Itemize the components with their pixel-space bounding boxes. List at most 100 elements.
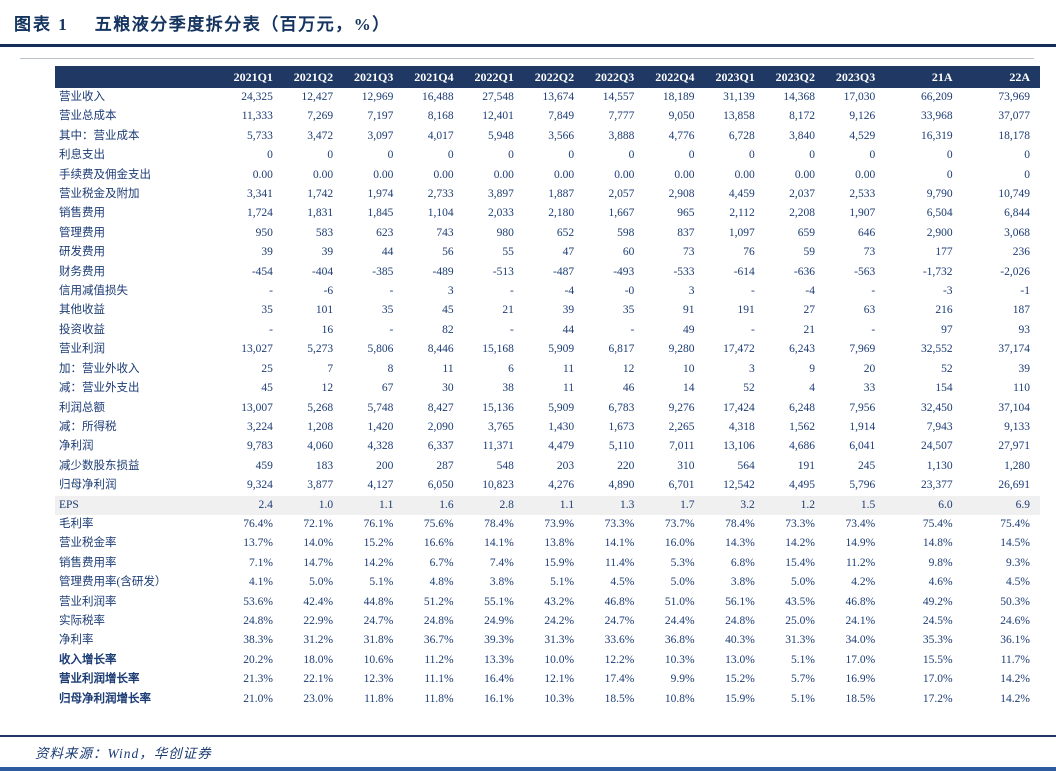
table-cell: - bbox=[269, 285, 273, 298]
table-cell: 39 bbox=[562, 304, 575, 317]
table-cell: 0 bbox=[749, 149, 755, 162]
table-row: 投资收益 - 16 - 82 - 44 - 49 - 21 - 97 93 bbox=[55, 321, 1040, 340]
table-cell: 2,112 bbox=[729, 207, 755, 220]
figure-header: 图表 1 五粮液分季度拆分表（百万元，%） bbox=[0, 0, 1056, 35]
figure-label: 图表 1 bbox=[14, 15, 69, 34]
table-cell: 11 bbox=[563, 382, 575, 395]
table-cell: 24.5% bbox=[922, 614, 953, 627]
table-cell: 12,427 bbox=[301, 91, 334, 103]
row-label: 减：营业外支出 bbox=[59, 382, 140, 395]
table-cell: 13.0% bbox=[725, 653, 755, 666]
table-cell: 0.00 bbox=[794, 168, 816, 181]
table-cell: -533 bbox=[673, 265, 695, 278]
table-cell: 55.1% bbox=[484, 595, 514, 608]
table-cell: 1.1 bbox=[559, 498, 575, 511]
table-cell: 25 bbox=[261, 362, 273, 375]
table-cell: 0 bbox=[946, 149, 953, 162]
table-cell: 6,041 bbox=[849, 440, 876, 453]
table-cell: 3,224 bbox=[247, 420, 273, 433]
table-cell: 39 bbox=[261, 246, 273, 259]
table-cell: 0.00 bbox=[855, 168, 876, 181]
table-cell: 6,337 bbox=[427, 440, 454, 453]
table-cell: 3,097 bbox=[367, 129, 394, 142]
table-cell: 1,914 bbox=[849, 420, 876, 433]
table-cell: 3.8% bbox=[730, 576, 755, 589]
table-cell: 14.5% bbox=[1000, 537, 1030, 550]
table-cell: 66,209 bbox=[920, 91, 953, 103]
column-header: 2023Q2 bbox=[764, 66, 826, 88]
table-cell: 33 bbox=[863, 382, 876, 395]
table-cell: 15.9% bbox=[725, 692, 755, 705]
table-cell: 4,776 bbox=[668, 129, 695, 142]
table-row: 减少数股东损益 459 183 200 287 548 203 220 310 564 191 245… bbox=[55, 457, 1040, 476]
table-cell: -3 bbox=[942, 285, 953, 298]
table-cell: 31.8% bbox=[363, 634, 394, 647]
row-label: 归母净利润 bbox=[59, 479, 117, 492]
table-cell: 5,110 bbox=[608, 440, 635, 453]
table-cell: 1,742 bbox=[307, 188, 334, 201]
table-cell: -1,732 bbox=[922, 265, 953, 278]
table-row: 其中：营业成本 5,733 3,472 3,097 4,017 5,948 3,566 3,8… bbox=[55, 127, 1040, 146]
table-cell: 10.6% bbox=[363, 653, 394, 666]
table-row: 管理费用 950 583 623 743 980 652 598 837 1,097 659 646 2… bbox=[55, 224, 1040, 243]
table-cell: 39 bbox=[1018, 362, 1031, 375]
table-cell: 14.8% bbox=[922, 537, 953, 550]
table-cell: 73 bbox=[683, 246, 695, 259]
table-cell: 5,948 bbox=[487, 129, 514, 142]
table-cell: - bbox=[510, 323, 514, 336]
table-cell: 4,318 bbox=[728, 420, 755, 433]
table-cell: 73.4% bbox=[845, 517, 876, 530]
table-cell: 13.8% bbox=[544, 537, 575, 550]
table-cell: 1.5 bbox=[860, 498, 876, 511]
table-cell: -4 bbox=[805, 285, 816, 298]
table-row: 减：营业外支出 45 12 67 30 38 11 46 14 52 4 33 154 110 bbox=[55, 379, 1040, 398]
table-cell: 14.1% bbox=[484, 537, 514, 550]
table-cell: 0.00 bbox=[674, 168, 695, 181]
table-cell: 31,139 bbox=[723, 91, 755, 103]
table-cell: 16.0% bbox=[664, 537, 695, 550]
table-cell: 31.3% bbox=[785, 634, 816, 647]
table-cell: 46.8% bbox=[604, 595, 635, 608]
table-cell: 32,552 bbox=[920, 343, 953, 356]
table-cell: 14.2% bbox=[1000, 692, 1030, 705]
table-cell: 13.7% bbox=[243, 537, 273, 550]
table-cell: 82 bbox=[442, 323, 454, 336]
table-cell: 1,208 bbox=[307, 420, 334, 433]
table-cell: 5.0% bbox=[670, 576, 695, 589]
table-cell: 3,566 bbox=[548, 129, 575, 142]
table-cell: 75.4% bbox=[1000, 517, 1030, 530]
table-cell: 31.2% bbox=[303, 634, 334, 647]
table-cell: 5,273 bbox=[307, 343, 334, 356]
table-cell: 37,104 bbox=[998, 401, 1030, 414]
row-label: 减：所得税 bbox=[59, 420, 117, 433]
row-label: 实际税率 bbox=[59, 614, 105, 627]
table-cell: 1,887 bbox=[548, 188, 575, 201]
table-cell: 36.1% bbox=[1000, 634, 1030, 647]
table-cell: -454 bbox=[251, 265, 273, 278]
table-cell: 9 bbox=[809, 362, 816, 375]
table-cell: 4.1% bbox=[248, 576, 273, 589]
table-cell: 10.0% bbox=[544, 653, 575, 666]
table-cell: 548 bbox=[496, 459, 514, 472]
table-cell: 1.7 bbox=[680, 498, 695, 511]
column-header: 2023Q3 bbox=[825, 66, 886, 88]
table-cell: 9,126 bbox=[849, 110, 876, 123]
table-cell: 14.2% bbox=[1000, 673, 1030, 686]
table-cell: 24.8% bbox=[243, 614, 273, 627]
table-cell: 13,027 bbox=[241, 343, 273, 356]
column-header: 2021Q4 bbox=[403, 66, 464, 88]
table-cell: 6,050 bbox=[427, 479, 454, 492]
table-cell: 78.4% bbox=[725, 517, 755, 530]
table-cell: 36.8% bbox=[664, 634, 695, 647]
table-cell: 5.1% bbox=[791, 692, 816, 705]
row-label: 减少数股东损益 bbox=[59, 459, 140, 472]
table-row: 利润总额 13,007 5,268 5,748 8,427 15,136 5,909 6,78… bbox=[55, 399, 1040, 418]
table-cell: 13,674 bbox=[542, 91, 575, 103]
table-row: 营业总成本 11,333 7,269 7,197 8,168 12,401 7,849 7,7… bbox=[55, 107, 1040, 126]
table-cell: 5,748 bbox=[367, 401, 394, 414]
table-cell: 743 bbox=[436, 226, 454, 239]
table-cell: 3,897 bbox=[487, 188, 514, 201]
table-cell: 20.2% bbox=[243, 653, 273, 666]
table-cell: 5,268 bbox=[307, 401, 334, 414]
table-cell: 18.5% bbox=[845, 692, 876, 705]
